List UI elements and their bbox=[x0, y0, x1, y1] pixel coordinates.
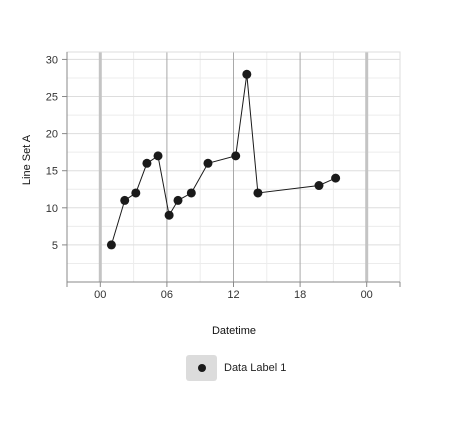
data-point bbox=[120, 195, 130, 205]
data-point bbox=[231, 151, 241, 161]
grid-lines bbox=[66, 52, 401, 282]
legend-swatch[interactable] bbox=[186, 355, 217, 381]
data-point bbox=[131, 188, 141, 198]
axes bbox=[62, 51, 401, 287]
legend-label: Data Label 1 bbox=[224, 362, 287, 374]
x-tick-label: 18 bbox=[294, 289, 306, 301]
data-point bbox=[314, 181, 324, 191]
y-tick-label: 10 bbox=[46, 203, 58, 215]
tick-labels: 5 10 15 20 25 30 00 06 12 18 00 bbox=[46, 54, 373, 301]
data-point bbox=[173, 195, 183, 205]
y-tick-label: 30 bbox=[46, 54, 58, 66]
series-layer bbox=[106, 69, 341, 250]
data-point bbox=[142, 158, 152, 168]
y-axis-title: Line Set A bbox=[21, 134, 33, 185]
y-tick-label: 25 bbox=[46, 92, 58, 104]
x-axis-title: Datetime bbox=[212, 325, 256, 337]
data-point bbox=[253, 188, 263, 198]
x-tick-label: 00 bbox=[94, 289, 106, 301]
y-tick-label: 5 bbox=[52, 240, 58, 252]
x-tick-label: 12 bbox=[227, 289, 239, 301]
data-point bbox=[331, 173, 341, 183]
x-tick-label: 00 bbox=[361, 289, 373, 301]
legend-marker-icon bbox=[197, 364, 206, 372]
data-point bbox=[106, 240, 116, 250]
data-point bbox=[164, 210, 174, 220]
data-point bbox=[203, 158, 213, 168]
data-point bbox=[242, 69, 252, 79]
y-tick-label: 15 bbox=[46, 166, 58, 178]
x-tick-label: 06 bbox=[161, 289, 173, 301]
data-point bbox=[186, 188, 196, 198]
legend: Data Label 1 bbox=[186, 354, 286, 382]
y-tick-label: 20 bbox=[46, 129, 58, 141]
series-line bbox=[110, 74, 336, 246]
data-point bbox=[153, 151, 163, 161]
